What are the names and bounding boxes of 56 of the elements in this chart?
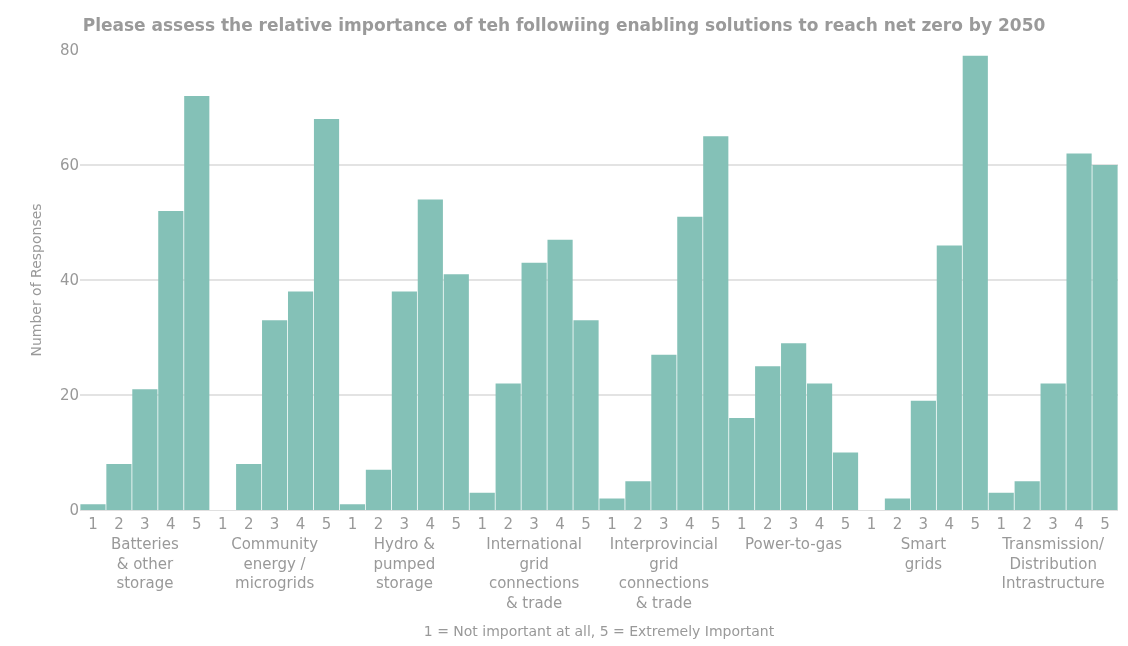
text: 3	[1048, 515, 1058, 533]
x-tick-label: Hydro & pumped storage	[373, 535, 436, 592]
y-tick-label: 20	[59, 386, 79, 405]
text: 3	[529, 515, 539, 533]
text: 1	[736, 515, 747, 533]
text: 4	[685, 515, 695, 533]
text: 3	[399, 515, 410, 533]
text: 3	[918, 515, 929, 533]
series-label: 4	[166, 515, 176, 533]
text: 4	[555, 515, 565, 533]
text: 4	[425, 515, 436, 533]
text: 2	[373, 515, 384, 533]
text: 4	[814, 515, 825, 533]
text: 1	[217, 515, 228, 533]
text: 5	[1100, 515, 1110, 533]
text: 5	[321, 515, 332, 533]
text: 2	[1022, 515, 1032, 533]
y-tick-label: 40	[59, 271, 79, 290]
y-tick-label: 60	[59, 156, 79, 175]
text: 2	[762, 515, 773, 533]
text: 3	[788, 515, 799, 533]
text: 5	[451, 515, 462, 533]
text: 5	[711, 515, 721, 533]
x-tick-label: Community energy / microgrids	[231, 535, 319, 592]
text: 4	[1074, 515, 1084, 533]
series-label: 5	[192, 515, 202, 533]
x-tick-label: Smart grids	[900, 535, 947, 573]
chart-title: Please assess the relative importance of teh followiing enabling solutions to reach net zero by 2050	[82, 15, 1046, 36]
x-tick-label: International grid connections & trade	[486, 535, 583, 612]
text: 2	[633, 515, 643, 533]
text: 1	[996, 515, 1006, 533]
text: 5	[581, 515, 591, 533]
series-label: 2	[114, 515, 124, 533]
text: 2	[503, 515, 513, 533]
series-label: 3	[140, 515, 150, 533]
y-axis-title: Number of Responses	[27, 203, 44, 357]
y-tick-label: 80	[59, 41, 79, 60]
text: 3	[269, 515, 280, 533]
series-label: 1	[88, 515, 98, 533]
text: 1	[607, 515, 617, 533]
text: 4	[295, 515, 306, 533]
x-axis-title: 1 = Not important at all, 5 = Extremely Important	[423, 622, 775, 639]
x-tick-label: Transmission/Distribution Intrastructure	[1001, 535, 1106, 592]
text: 5	[970, 515, 981, 533]
text: 1	[866, 515, 877, 533]
text: 1	[477, 515, 487, 533]
text: 3	[659, 515, 669, 533]
text: 2	[243, 515, 254, 533]
x-tick-label: Power-to-gas	[745, 535, 843, 553]
text: 2	[892, 515, 903, 533]
text: 4	[944, 515, 955, 533]
x-tick-label: Batteries & other storage	[110, 535, 179, 592]
text: 1	[347, 515, 358, 533]
y-tick-label: 0	[69, 501, 79, 520]
x-tick-label: Interprovincial grid connections & trade	[609, 535, 718, 612]
text: 5	[840, 515, 851, 533]
